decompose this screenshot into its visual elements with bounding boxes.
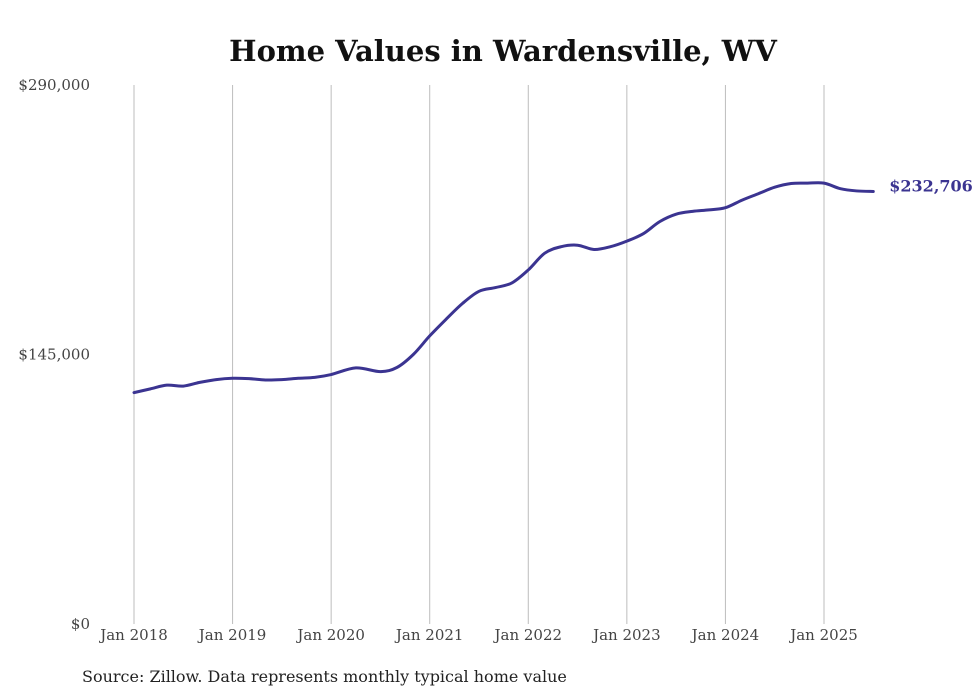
chart-title: Home Values in Wardensville, WV — [229, 34, 777, 68]
end-value-label: $232,706 — [889, 176, 973, 195]
series-line — [132, 181, 875, 395]
x-tick-label: Jan 2022 — [493, 626, 563, 644]
y-axis: $0 $145,000 $290,000 — [18, 76, 90, 633]
x-axis: Jan 2018 Jan 2019 Jan 2020 Jan 2021 Jan 2022… — [98, 626, 858, 644]
x-tick-label: Jan 2024 — [690, 626, 760, 644]
source-note: Source: Zillow. Data represents monthly … — [82, 667, 567, 686]
x-tick-label: Jan 2018 — [98, 626, 168, 644]
y-tick-label: $290,000 — [18, 76, 90, 94]
series-layer: $232,706 — [132, 176, 973, 395]
x-tick-label: Jan 2025 — [788, 626, 858, 644]
x-tick-label: Jan 2021 — [394, 626, 464, 644]
y-tick-label: $0 — [71, 615, 90, 633]
y-tick-label: $145,000 — [18, 346, 90, 364]
x-tick-label: Jan 2023 — [591, 626, 661, 644]
x-tick-label: Jan 2019 — [197, 626, 267, 644]
gridlines — [133, 85, 825, 624]
x-tick-label: Jan 2020 — [295, 626, 365, 644]
